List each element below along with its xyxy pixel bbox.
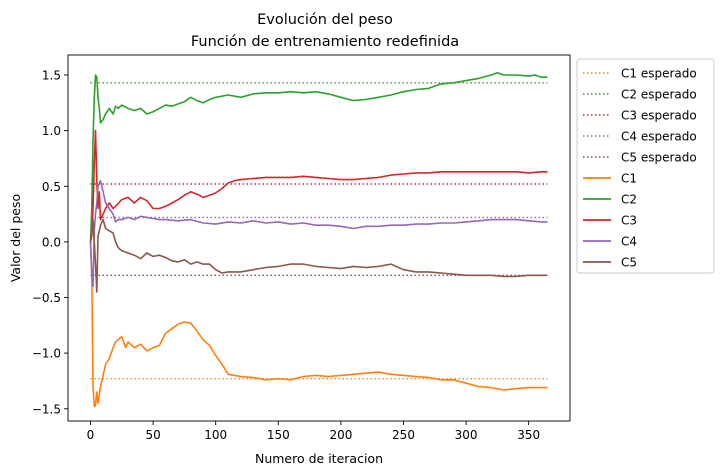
legend-label: C3 esperado xyxy=(621,109,697,123)
y-tick-label: 1.0 xyxy=(42,124,61,138)
plot-area xyxy=(89,72,548,408)
x-tick-label: 0 xyxy=(87,428,95,442)
x-tick-label: 350 xyxy=(517,428,540,442)
legend-label: C1 xyxy=(621,172,637,186)
x-tick-label: 50 xyxy=(145,428,160,442)
legend-label: C5 xyxy=(621,256,637,270)
x-axis-label: Numero de iteracion xyxy=(255,451,383,466)
plot-frame xyxy=(67,54,571,422)
legend-label: C4 esperado xyxy=(621,130,697,144)
legend-entries: C1 esperado C2 esperado C3 esperado C4 espe… xyxy=(583,67,697,270)
x-tick-label: 300 xyxy=(455,428,478,442)
legend-label: C5 esperado xyxy=(621,151,697,165)
series-line-c1 xyxy=(89,241,548,408)
y-tick-label: −1.5 xyxy=(32,402,61,416)
x-tick-label: 150 xyxy=(267,428,290,442)
y-tick-label: 0.0 xyxy=(42,235,61,249)
series-line-c5 xyxy=(89,218,548,293)
series-line-c3 xyxy=(89,129,548,243)
series-line-c2 xyxy=(89,72,548,242)
series-line-c4 xyxy=(89,179,548,288)
x-axis-ticks: 0 50 100 150 200 250 300 350 xyxy=(87,421,540,442)
legend-box xyxy=(576,58,715,274)
chart-title-line1: Evolución del peso xyxy=(257,12,393,28)
y-tick-label: −0.5 xyxy=(32,291,61,305)
x-tick-label: 250 xyxy=(392,428,415,442)
legend-label: C2 xyxy=(621,193,637,207)
y-tick-label: 1.5 xyxy=(42,69,61,83)
legend: C1 esperado C2 esperado C3 esperado C4 espe… xyxy=(576,58,715,274)
legend-label: C4 xyxy=(621,235,637,249)
y-tick-label: 0.5 xyxy=(42,180,61,194)
legend-label: C1 esperado xyxy=(621,67,697,81)
x-tick-label: 200 xyxy=(329,428,352,442)
y-axis-ticks: −1.5 −1.0 −0.5 0.0 0.5 1.0 1.5 xyxy=(32,69,68,416)
legend-label: C3 xyxy=(621,214,637,228)
y-tick-label: −1.0 xyxy=(32,347,61,361)
y-axis-label: Valor del peso xyxy=(8,194,23,282)
legend-label: C2 esperado xyxy=(621,88,697,102)
x-tick-label: 100 xyxy=(204,428,227,442)
chart-title-line2: Función de entrenamiento redefinida xyxy=(191,34,459,50)
